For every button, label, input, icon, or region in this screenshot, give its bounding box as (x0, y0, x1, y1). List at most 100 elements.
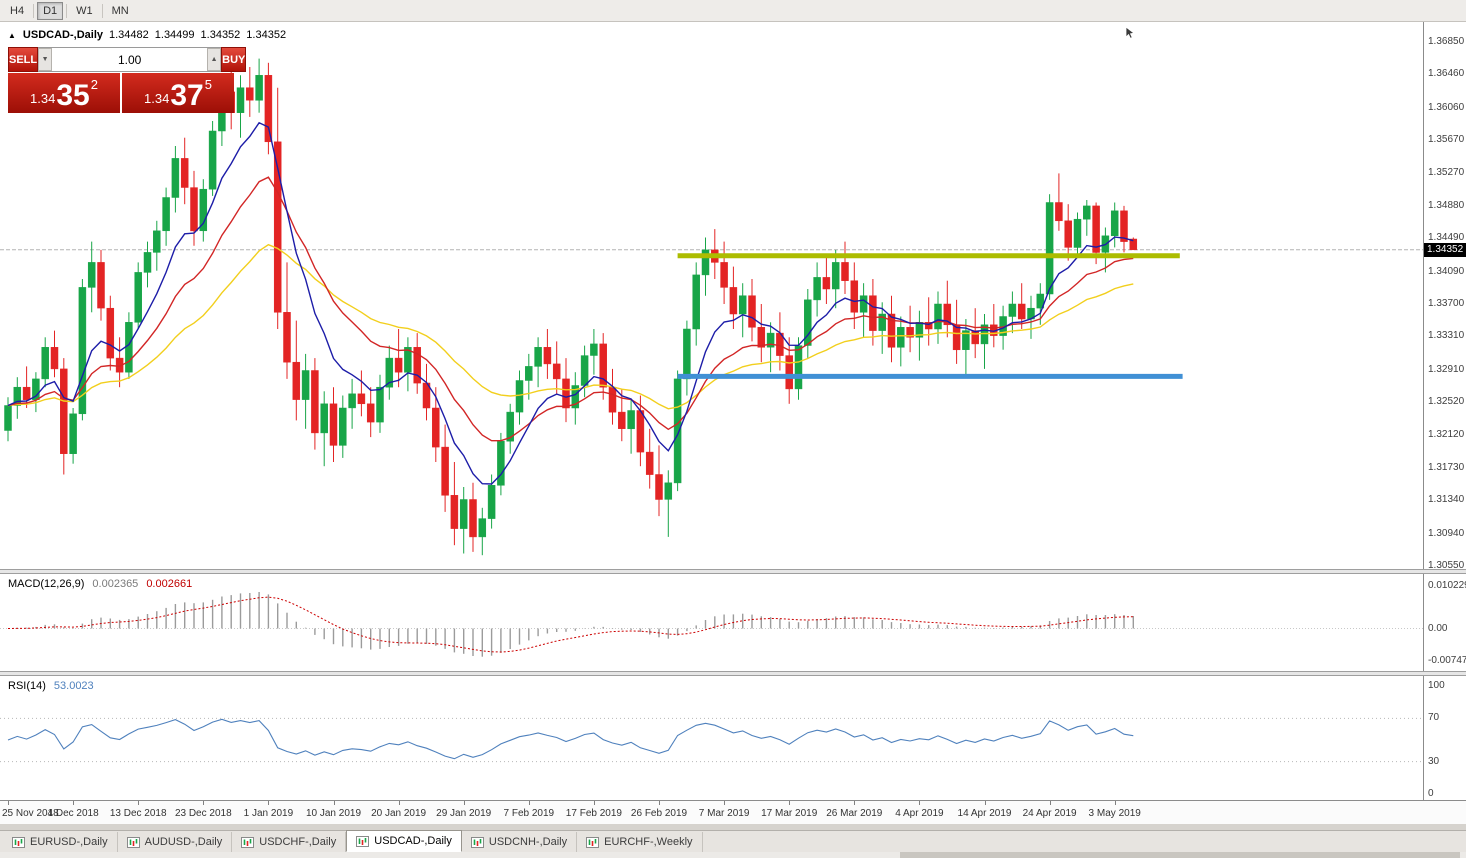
date-tick (1049, 801, 1051, 805)
price-scale-label: 1.35670 (1428, 134, 1465, 146)
price-scale-label: 1.35270 (1428, 167, 1465, 179)
volume-input[interactable] (52, 48, 208, 71)
moving-average-17 (7, 176, 1134, 442)
date-label: 29 Jan 2019 (436, 808, 492, 819)
chart-tab-icon (126, 836, 140, 848)
price-chart-canvas[interactable] (0, 24, 1423, 570)
macd-scale-min: -0.007477 (1428, 655, 1466, 666)
candles-layer (4, 58, 1138, 556)
macd-scale-zero: 0.00 (1428, 623, 1448, 634)
date-tick (854, 801, 856, 805)
sell-price-prefix: 1.34 (30, 91, 56, 106)
buy-price-point: 5 (204, 77, 212, 92)
current-price-tag: 1.34352 (1424, 242, 1466, 257)
ohlc-low: 1.34352 (200, 29, 241, 41)
sell-button[interactable]: SELL (8, 47, 39, 72)
macd-label-row: MACD(12,26,9) 0.002365 0.002661 (8, 578, 192, 590)
timeframe-button-h4[interactable]: H4 (10, 4, 25, 17)
date-label: 20 Jan 2019 (371, 808, 427, 819)
price-scale-label: 1.36060 (1428, 101, 1465, 113)
date-label: 1 Jan 2019 (243, 808, 294, 819)
moving-average-8 (7, 121, 1134, 485)
chart-tab-icon (470, 836, 484, 848)
date-label: 17 Mar 2019 (761, 808, 818, 819)
price-scale-label: 1.31730 (1428, 461, 1465, 473)
rsi-pane-splitter[interactable] (0, 671, 1466, 676)
timeframe-button-d1[interactable]: D1 (37, 1, 64, 20)
date-label: 17 Feb 2019 (565, 808, 622, 819)
rsi-label: RSI(14) (8, 680, 46, 692)
collapse-arrow-icon[interactable]: ▲ (8, 30, 16, 40)
chart-tab-usdchf-daily[interactable]: USDCHF-,Daily (232, 832, 347, 852)
date-tick (919, 801, 921, 805)
price-scale-label: 1.34880 (1428, 199, 1465, 211)
chart-tab-label: AUDUSD-,Daily (144, 836, 223, 848)
price-scale-label: 1.30940 (1428, 527, 1465, 539)
chart-tab-eurchf-weekly[interactable]: EURCHF-,Weekly (577, 832, 703, 852)
chart-tab-icon (241, 836, 255, 848)
chart-tab-usdcnh-daily[interactable]: USDCNH-,Daily (462, 832, 578, 852)
date-axis[interactable]: 25 Nov 2018 4 Dec 2018 13 Dec 2018 23 Dec 2… (0, 800, 1466, 824)
price-scale-label: 1.36460 (1428, 68, 1465, 80)
rsi-scale-70: 70 (1428, 712, 1440, 723)
chart-tab-eurusd-daily[interactable]: EURUSD-,Daily (3, 832, 118, 852)
chart-header: ▲ USDCAD-,Daily 1.34482 1.34499 1.34352 … (8, 29, 286, 41)
horizontal-scrollbar[interactable] (0, 852, 1466, 858)
date-label: 4 Dec 2018 (47, 808, 99, 819)
price-scale-label: 1.31340 (1428, 494, 1465, 506)
date-tick (268, 801, 270, 805)
macd-histogram (16, 592, 1135, 657)
macd-pane-splitter[interactable] (0, 569, 1466, 574)
date-label: 7 Feb 2019 (503, 808, 555, 819)
date-tick (724, 801, 726, 805)
volume-increase-icon[interactable]: ▲ (207, 48, 222, 71)
macd-signal-value: 0.002661 (146, 578, 193, 590)
date-tick (1114, 801, 1116, 805)
macd-label: MACD(12,26,9) (8, 578, 85, 590)
chart-tab-icon (356, 835, 370, 847)
buy-price-button[interactable]: 1.34 37 5 (122, 73, 234, 113)
date-tick (138, 801, 140, 805)
price-scale-label: 1.32120 (1428, 429, 1465, 441)
date-tick (333, 801, 335, 805)
toolbar-separator (101, 3, 103, 18)
price-scale-label: 1.32520 (1428, 396, 1465, 408)
date-tick (659, 801, 660, 805)
price-scale-label: 1.34490 (1428, 232, 1465, 244)
rsi-scale-0: 0 (1428, 788, 1434, 799)
buy-price-prefix: 1.34 (144, 91, 170, 106)
sell-price-pips: 35 (56, 79, 90, 112)
scrollbar-thumb[interactable] (900, 852, 1460, 858)
timeframe-button-w1[interactable]: W1 (76, 4, 93, 17)
date-tick (73, 801, 75, 805)
toolbar-separator (66, 3, 68, 18)
rsi-value: 53.0023 (53, 680, 94, 692)
macd-value: 0.002365 (92, 578, 139, 590)
ohlc-close: 1.34352 (246, 29, 287, 41)
date-label: 13 Dec 2018 (109, 808, 167, 819)
chart-tab-label: EURCHF-,Weekly (604, 836, 693, 848)
date-label: 25 Nov 2018 (2, 808, 59, 819)
date-label: 24 Apr 2019 (1022, 808, 1077, 819)
volume-box: ▼ ▲ (38, 47, 222, 72)
buy-price-pips: 37 (170, 79, 204, 112)
rsi-scale-100: 100 (1428, 680, 1445, 691)
price-scale-label: 1.32910 (1428, 363, 1465, 375)
chart-tab-usdcad-daily[interactable]: USDCAD-,Daily (346, 830, 462, 852)
volume-decrease-icon[interactable]: ▼ (38, 48, 53, 71)
timeframe-button-mn[interactable]: MN (111, 4, 129, 17)
date-label: 26 Mar 2019 (826, 808, 883, 819)
buy-button[interactable]: BUY (221, 47, 247, 72)
macd-pane-canvas[interactable] (0, 574, 1423, 672)
chart-tab-label: USDCHF-,Daily (259, 836, 337, 848)
chart-window: ▲ USDCAD-,Daily 1.34482 1.34499 1.34352 … (0, 22, 1466, 824)
date-label: 14 Apr 2019 (957, 808, 1012, 819)
date-label: 4 Apr 2019 (895, 808, 944, 819)
rsi-pane-canvas[interactable] (0, 676, 1423, 800)
macd-signal-line (7, 596, 1134, 653)
chart-tab-icon (12, 836, 25, 848)
chart-tab-audusd-daily[interactable]: AUDUSD-,Daily (118, 832, 233, 852)
price-scale[interactable]: 1.34352 0.010229 0.00 -0.007477 100 70 3… (1423, 22, 1466, 824)
sell-price-button[interactable]: 1.34 35 2 (8, 73, 120, 113)
